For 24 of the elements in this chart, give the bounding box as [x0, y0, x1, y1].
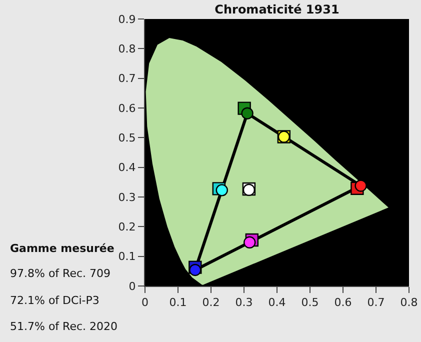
x-tick-label: 0.2	[202, 296, 220, 310]
text: 97.8% of Rec. 709	[10, 267, 110, 280]
y-tick-label: 0.2	[118, 220, 136, 234]
text: 51.7% of Rec. 2020	[10, 320, 118, 333]
y-tick-label: 0	[128, 280, 136, 293]
x-tick-label: 0	[142, 296, 148, 310]
x-tick-label: 0.7	[367, 296, 385, 310]
x-tick-label: 0.8	[400, 296, 418, 310]
text: Gamme mesurée	[10, 242, 114, 255]
chart-title: Chromaticité 1931	[214, 2, 340, 17]
y-tick-label: 0.1	[118, 250, 136, 264]
y-tick-label: 0.9	[118, 12, 136, 26]
y-tick-label: 0.4	[118, 161, 136, 174]
y-tick-label: 0.8	[118, 42, 136, 56]
y-tick-label: 0.5	[118, 132, 136, 145]
x-tick-label: 0.5	[301, 296, 319, 310]
text: 72.1% of DCi-P3	[10, 294, 100, 307]
x-tick-label: 0.4	[268, 296, 286, 310]
y-tick-label: 0.7	[118, 72, 136, 86]
y-tick-label: 0.3	[118, 190, 136, 204]
x-tick-label: 0.6	[334, 296, 352, 310]
x-tick-label: 0.3	[235, 296, 253, 310]
y-tick-label: 0.6	[118, 102, 136, 115]
x-tick-label: 0.1	[169, 296, 187, 310]
